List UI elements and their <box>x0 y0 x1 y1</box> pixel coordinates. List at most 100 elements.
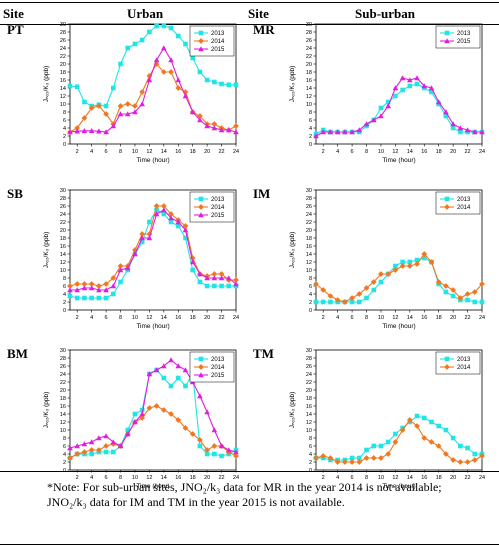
data-point-2014 <box>211 121 218 127</box>
legend-marker-2014 <box>198 204 204 210</box>
legend-marker-2013 <box>198 356 204 362</box>
x-tick-label: 8 <box>119 149 122 155</box>
x-tick-label: 2 <box>76 315 79 321</box>
x-tick-label: 16 <box>175 315 181 321</box>
data-point-2015 <box>407 77 413 83</box>
x-tick-label: 4 <box>336 315 339 321</box>
data-point-2014 <box>233 123 239 129</box>
data-point-2015 <box>153 367 160 373</box>
legend-marker-2013 <box>444 356 450 362</box>
y-axis-label: Jₙₒ₂/K₃ (ppb) <box>289 232 296 269</box>
y-tick-label: 8 <box>309 276 312 282</box>
legend-label-2015: 2015 <box>211 47 225 53</box>
data-point-2015 <box>204 275 210 281</box>
footnote: *Note: For sub-urban sites, JNO₂/k₃ data… <box>47 480 477 510</box>
x-tick-label: 16 <box>175 149 181 155</box>
data-point-2014 <box>414 261 420 267</box>
data-point-2013 <box>161 211 167 217</box>
data-point-2014 <box>464 291 471 297</box>
data-point-2015 <box>132 251 138 257</box>
data-point-2015 <box>146 235 153 241</box>
data-point-2014 <box>428 439 435 445</box>
data-point-2013 <box>132 41 138 47</box>
data-point-2014 <box>349 295 355 301</box>
data-point-2013 <box>74 84 80 90</box>
data-point-2015 <box>204 409 210 415</box>
data-point-2015 <box>320 129 327 135</box>
data-point-2013 <box>465 297 470 303</box>
data-point-2014 <box>103 443 109 449</box>
x-tick-label: 16 <box>421 149 427 155</box>
data-point-2013 <box>168 25 174 31</box>
y-tick-label: 30 <box>60 348 66 354</box>
data-point-2013 <box>443 113 449 119</box>
data-point-2015 <box>399 75 406 81</box>
y-tick-label: 24 <box>60 372 66 378</box>
y-tick-label: 2 <box>63 300 66 306</box>
data-point-2015 <box>349 129 355 135</box>
data-point-2014 <box>153 403 160 409</box>
data-point-2015 <box>168 215 174 221</box>
x-tick-label: 12 <box>146 315 152 321</box>
data-point-2014 <box>160 407 167 413</box>
data-point-2015 <box>161 207 167 213</box>
data-point-2014 <box>471 289 478 295</box>
y-tick-label: 20 <box>306 388 312 394</box>
data-point-2013 <box>139 37 145 43</box>
data-point-2014 <box>74 125 81 131</box>
data-point-2014 <box>378 271 384 277</box>
data-point-2013 <box>414 413 420 419</box>
data-point-2015 <box>161 45 167 51</box>
series-line-2013 <box>316 257 482 303</box>
data-point-2013 <box>212 283 217 289</box>
data-point-2015 <box>117 111 124 117</box>
x-tick-label: 18 <box>190 315 196 321</box>
plot-frame <box>69 349 237 471</box>
header-site-urban: Site <box>3 6 24 21</box>
x-tick-label: 20 <box>450 315 456 321</box>
legend-label-2013: 2013 <box>457 31 471 37</box>
data-point-2015 <box>74 128 81 134</box>
data-point-2013 <box>450 125 456 131</box>
x-tick-label: 6 <box>105 315 108 321</box>
site-label-mr: MR <box>253 22 275 37</box>
data-point-2015 <box>464 127 471 133</box>
header-site-suburban: Site <box>248 6 269 21</box>
x-tick-label: 24 <box>233 315 239 321</box>
data-point-2013 <box>219 453 224 459</box>
data-point-2014 <box>399 427 406 433</box>
data-point-2015 <box>363 121 370 127</box>
data-point-2013 <box>118 61 123 67</box>
x-tick-label: 4 <box>336 475 339 481</box>
x-tick-label: 18 <box>436 475 442 481</box>
data-point-2014 <box>182 223 189 229</box>
x-tick-label: 4 <box>90 315 93 321</box>
data-point-2015 <box>414 75 420 81</box>
data-point-2015 <box>117 267 124 273</box>
x-tick-label: 10 <box>132 315 138 321</box>
x-tick-label: 20 <box>450 149 456 155</box>
y-tick-label: 26 <box>60 204 66 210</box>
data-point-2015 <box>139 235 145 241</box>
data-point-2013 <box>197 279 203 285</box>
data-point-2013 <box>407 83 413 89</box>
y-tick-label: 22 <box>60 54 66 60</box>
legend-marker-2013 <box>444 196 450 202</box>
x-tick-label: 22 <box>219 315 225 321</box>
x-tick-label: 22 <box>219 149 225 155</box>
data-point-2014 <box>356 291 363 297</box>
y-tick-label: 22 <box>60 380 66 386</box>
series-line-2014 <box>69 405 237 459</box>
legend-label-2015: 2015 <box>457 39 471 45</box>
data-point-2013 <box>458 129 463 135</box>
data-point-2013 <box>204 77 210 83</box>
data-point-2013 <box>118 279 123 285</box>
x-tick-label: 14 <box>161 315 167 321</box>
x-tick-label: 14 <box>161 475 167 481</box>
site-label-bm: BM <box>7 346 28 361</box>
plot-frame <box>315 23 483 145</box>
data-point-2014 <box>363 455 370 461</box>
y-tick-label: 12 <box>306 94 312 100</box>
